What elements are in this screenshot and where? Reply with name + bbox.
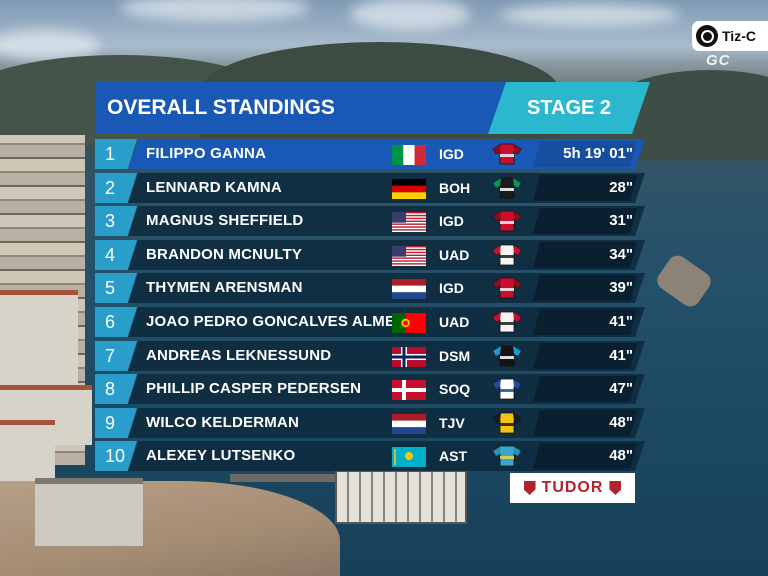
rider-name: ALEXEY LUTSENKO bbox=[146, 447, 296, 464]
rider-name: PHILLIP CASPER PEDERSEN bbox=[146, 380, 362, 397]
time-cell bbox=[533, 208, 637, 234]
team-code: TJV bbox=[439, 415, 465, 431]
uae-jersey-icon bbox=[492, 311, 522, 333]
standings-row: 2 LENNARD KAMNA BOH 28" bbox=[95, 173, 645, 203]
sponsor-name: TUDOR bbox=[541, 479, 604, 496]
flag-netherlands-icon bbox=[392, 279, 426, 299]
gc-time: 34" bbox=[609, 246, 633, 263]
broadcaster-logo-text: Tiz-C bbox=[722, 28, 756, 44]
flag-norway-icon bbox=[392, 347, 426, 367]
stage-label: STAGE 2 bbox=[488, 82, 650, 134]
gc-time: 41" bbox=[609, 347, 633, 364]
team-code: DSM bbox=[439, 348, 471, 364]
standings-row: 10 ALEXEY LUTSENKO AST 48" bbox=[95, 441, 645, 471]
flag-italy-icon bbox=[392, 145, 426, 165]
team-code: BOH bbox=[439, 180, 471, 196]
time-cell bbox=[533, 410, 637, 436]
time-cell bbox=[533, 376, 637, 402]
ineos-jersey-icon bbox=[492, 277, 522, 299]
jumbo-jersey-icon bbox=[492, 412, 522, 434]
rider-name: THYMEN ARENSMAN bbox=[146, 279, 303, 296]
gc-time: 48" bbox=[609, 414, 633, 431]
gc-time: 39" bbox=[609, 279, 633, 296]
standings-row: 4 BRANDON MCNULTY UAD 34" bbox=[95, 240, 645, 270]
team-code: UAD bbox=[439, 247, 470, 263]
gc-label: GC bbox=[706, 52, 731, 69]
standings-row: 1 FILIPPO GANNA IGD 5h 19' 01" bbox=[95, 139, 645, 169]
gc-time: 5h 19' 01" bbox=[563, 145, 633, 162]
standings-row: 5 THYMEN ARENSMAN IGD 39" bbox=[95, 273, 645, 303]
rider-name: WILCO KELDERMAN bbox=[146, 414, 299, 431]
standings-row: 8 PHILLIP CASPER PEDERSEN SOQ 47" bbox=[95, 374, 645, 404]
gc-time: 31" bbox=[609, 212, 633, 229]
team-code: AST bbox=[439, 448, 467, 464]
rider-name: ANDREAS LEKNESSUND bbox=[146, 347, 332, 364]
rider-name: FILIPPO GANNA bbox=[146, 145, 267, 162]
uae-jersey-icon bbox=[492, 244, 522, 266]
flag-kazakhstan-icon bbox=[392, 447, 426, 467]
time-cell bbox=[533, 309, 637, 335]
time-cell bbox=[533, 443, 637, 469]
team-code: IGD bbox=[439, 213, 464, 229]
astana-jersey-icon bbox=[492, 445, 522, 467]
gc-time: 48" bbox=[609, 447, 633, 464]
flag-netherlands-icon bbox=[392, 414, 426, 434]
standings-row: 6 JOAO PEDRO GONCALVES ALMEIDA UAD 41" bbox=[95, 307, 645, 337]
tudor-shield-icon bbox=[523, 481, 536, 495]
dsm-jersey-icon bbox=[492, 345, 522, 367]
tudor-shield-icon bbox=[609, 481, 622, 495]
gc-time: 47" bbox=[609, 380, 633, 397]
team-code: IGD bbox=[439, 146, 464, 162]
gc-time: 41" bbox=[609, 313, 633, 330]
flag-portugal-icon bbox=[392, 313, 426, 333]
flag-denmark-icon bbox=[392, 380, 426, 400]
rider-name: LENNARD KAMNA bbox=[146, 179, 282, 196]
standings-row: 9 WILCO KELDERMAN TJV 48" bbox=[95, 408, 645, 438]
standings-row: 3 MAGNUS SHEFFIELD IGD 31" bbox=[95, 206, 645, 236]
standings-title: OVERALL STANDINGS bbox=[95, 82, 505, 134]
standings-row: 7 ANDREAS LEKNESSUND DSM 41" bbox=[95, 341, 645, 371]
sponsor-badge: TUDOR bbox=[510, 473, 635, 503]
team-code: IGD bbox=[439, 280, 464, 296]
gc-time: 28" bbox=[609, 179, 633, 196]
flag-germany-icon bbox=[392, 179, 426, 199]
time-cell bbox=[533, 242, 637, 268]
ineos-jersey-icon bbox=[492, 143, 522, 165]
time-cell bbox=[533, 141, 637, 167]
time-cell bbox=[533, 275, 637, 301]
flag-usa-icon bbox=[392, 246, 426, 266]
bora-jersey-icon bbox=[492, 177, 522, 199]
broadcaster-logo: Tiz-C bbox=[692, 21, 768, 51]
time-cell bbox=[533, 175, 637, 201]
team-code: SOQ bbox=[439, 381, 471, 397]
team-code: UAD bbox=[439, 314, 470, 330]
rider-name: MAGNUS SHEFFIELD bbox=[146, 212, 304, 229]
broadcaster-logo-icon bbox=[696, 25, 718, 47]
rider-name: JOAO PEDRO GONCALVES ALMEIDA bbox=[146, 313, 422, 330]
soudal-jersey-icon bbox=[492, 378, 522, 400]
time-cell bbox=[533, 343, 637, 369]
ineos-jersey-icon bbox=[492, 210, 522, 232]
rider-name: BRANDON MCNULTY bbox=[146, 246, 303, 263]
flag-usa-icon bbox=[392, 212, 426, 232]
